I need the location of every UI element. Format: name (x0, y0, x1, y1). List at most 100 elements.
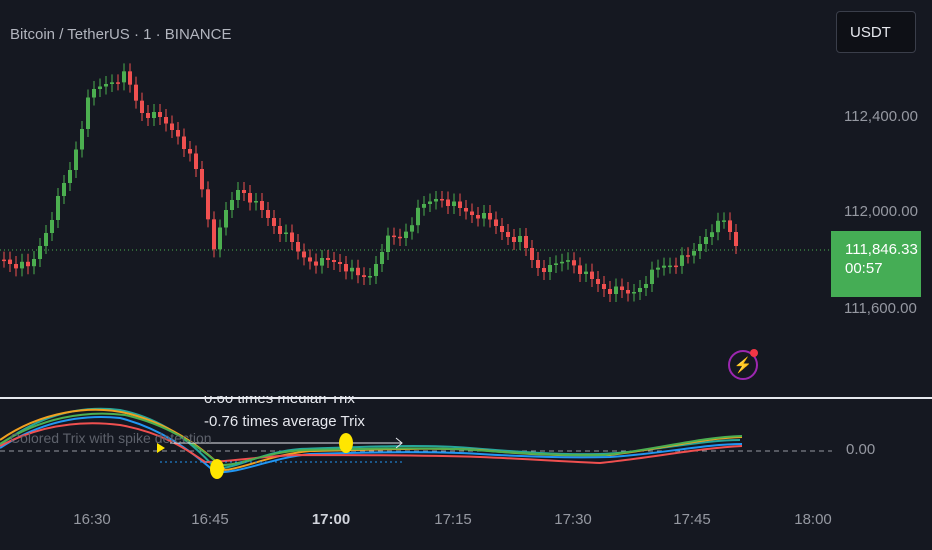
price-tick: 112,000.00 (844, 203, 918, 220)
candle-body (80, 129, 84, 150)
lightning-bolt-icon[interactable]: ⚡ (728, 349, 758, 380)
candle-body (434, 199, 438, 202)
candle-body (194, 153, 198, 169)
candle-body (728, 220, 732, 232)
candle-body (314, 261, 318, 266)
candle-body (554, 263, 558, 265)
candle-body (524, 236, 528, 248)
time-tick: 17:00 (311, 511, 351, 528)
time-tick: 17:45 (673, 511, 711, 528)
candle-body (362, 275, 366, 277)
annotation-average: -0.76 times average Trix (204, 413, 365, 430)
candle-body (242, 190, 246, 193)
time-tick: 16:45 (191, 511, 229, 528)
candle-body (566, 260, 570, 262)
candle-body (614, 286, 618, 294)
candle-body (404, 231, 408, 238)
candle-body (110, 82, 114, 84)
annotation-median: 0.60 times median Trix (204, 390, 355, 407)
candle-body (458, 201, 462, 208)
candle-body (686, 255, 690, 257)
candle-body (170, 123, 174, 130)
candle-body (266, 210, 270, 218)
candle-body (86, 97, 90, 129)
candle-body (104, 84, 108, 87)
currency-button[interactable]: USDT (836, 11, 916, 53)
candle-body (212, 219, 216, 250)
price-tick: 112,400.00 (844, 108, 918, 125)
candle-body (506, 232, 510, 237)
candle-body (296, 242, 300, 252)
candle-body (704, 237, 708, 244)
candle-body (218, 227, 222, 250)
candle-body (416, 207, 420, 226)
candle-body (2, 259, 6, 262)
candle-body (164, 117, 168, 124)
candle-body (662, 265, 666, 268)
spike-marker (210, 459, 224, 479)
candle-body (248, 193, 252, 203)
candle-body (488, 213, 492, 220)
candle-body (734, 232, 738, 246)
candle-body (512, 237, 516, 242)
candle-body (98, 86, 102, 89)
candle-body (308, 257, 312, 262)
candle-body (422, 204, 426, 208)
price-tick: 111,600.00 (844, 300, 917, 317)
spike-marker (339, 433, 353, 453)
candle-body (272, 218, 276, 226)
candle-body (344, 264, 348, 272)
candle-body (692, 251, 696, 256)
triangle-marker-icon (157, 443, 165, 453)
candle-body (380, 252, 384, 264)
candle-body (650, 269, 654, 284)
candle-body (536, 260, 540, 268)
candle-body (482, 213, 486, 219)
candle-body (116, 82, 120, 84)
time-tick: 17:15 (434, 511, 472, 528)
candle-body (590, 271, 594, 279)
candle-body (596, 279, 600, 284)
candle-body (56, 196, 60, 220)
candle-body (356, 267, 360, 276)
candle-body (182, 136, 186, 149)
candle-body (152, 112, 156, 118)
candle-body (332, 260, 336, 262)
candle-body (710, 232, 714, 237)
candle-body (476, 215, 480, 219)
candle-body (644, 284, 648, 288)
chart-title[interactable]: Bitcoin / TetherUS · 1 · BINANCE (10, 26, 232, 43)
candle-body (230, 200, 234, 210)
candle-body (638, 288, 642, 292)
candle-body (290, 232, 294, 242)
indicator-label[interactable]: Colored Trix with spike detection (10, 430, 212, 446)
candle-body (500, 226, 504, 232)
candle-body (440, 199, 444, 201)
candle-body (452, 201, 456, 206)
candle-body (302, 251, 306, 258)
candle-body (122, 71, 126, 83)
candle-body (14, 264, 18, 269)
candle-body (374, 264, 378, 276)
candle-body (20, 261, 24, 269)
candle-body (392, 235, 396, 238)
candle-body (668, 265, 672, 268)
candle-body (338, 262, 342, 264)
candle-body (548, 265, 552, 272)
candle-body (284, 232, 288, 234)
candle-body (470, 211, 474, 215)
candle-body (32, 259, 36, 267)
candle-body (146, 113, 150, 118)
candle-body (176, 130, 180, 137)
candle-body (386, 235, 390, 252)
candle-body (236, 190, 240, 200)
candle-body (8, 259, 12, 264)
candle-body (518, 236, 522, 242)
candle-body (446, 199, 450, 206)
candle-body (428, 201, 432, 204)
candle-body (368, 276, 372, 278)
candle-body (26, 261, 30, 267)
notification-dot (750, 349, 758, 357)
candle-body (680, 255, 684, 266)
